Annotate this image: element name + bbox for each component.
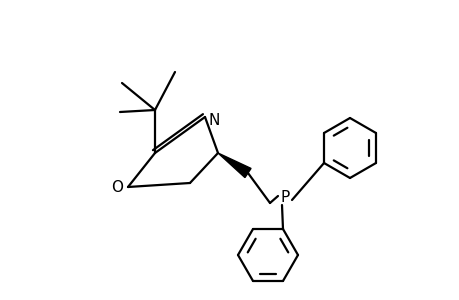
Text: O: O xyxy=(111,179,123,194)
Polygon shape xyxy=(218,153,251,178)
Text: P: P xyxy=(280,190,289,206)
Text: N: N xyxy=(208,112,219,128)
